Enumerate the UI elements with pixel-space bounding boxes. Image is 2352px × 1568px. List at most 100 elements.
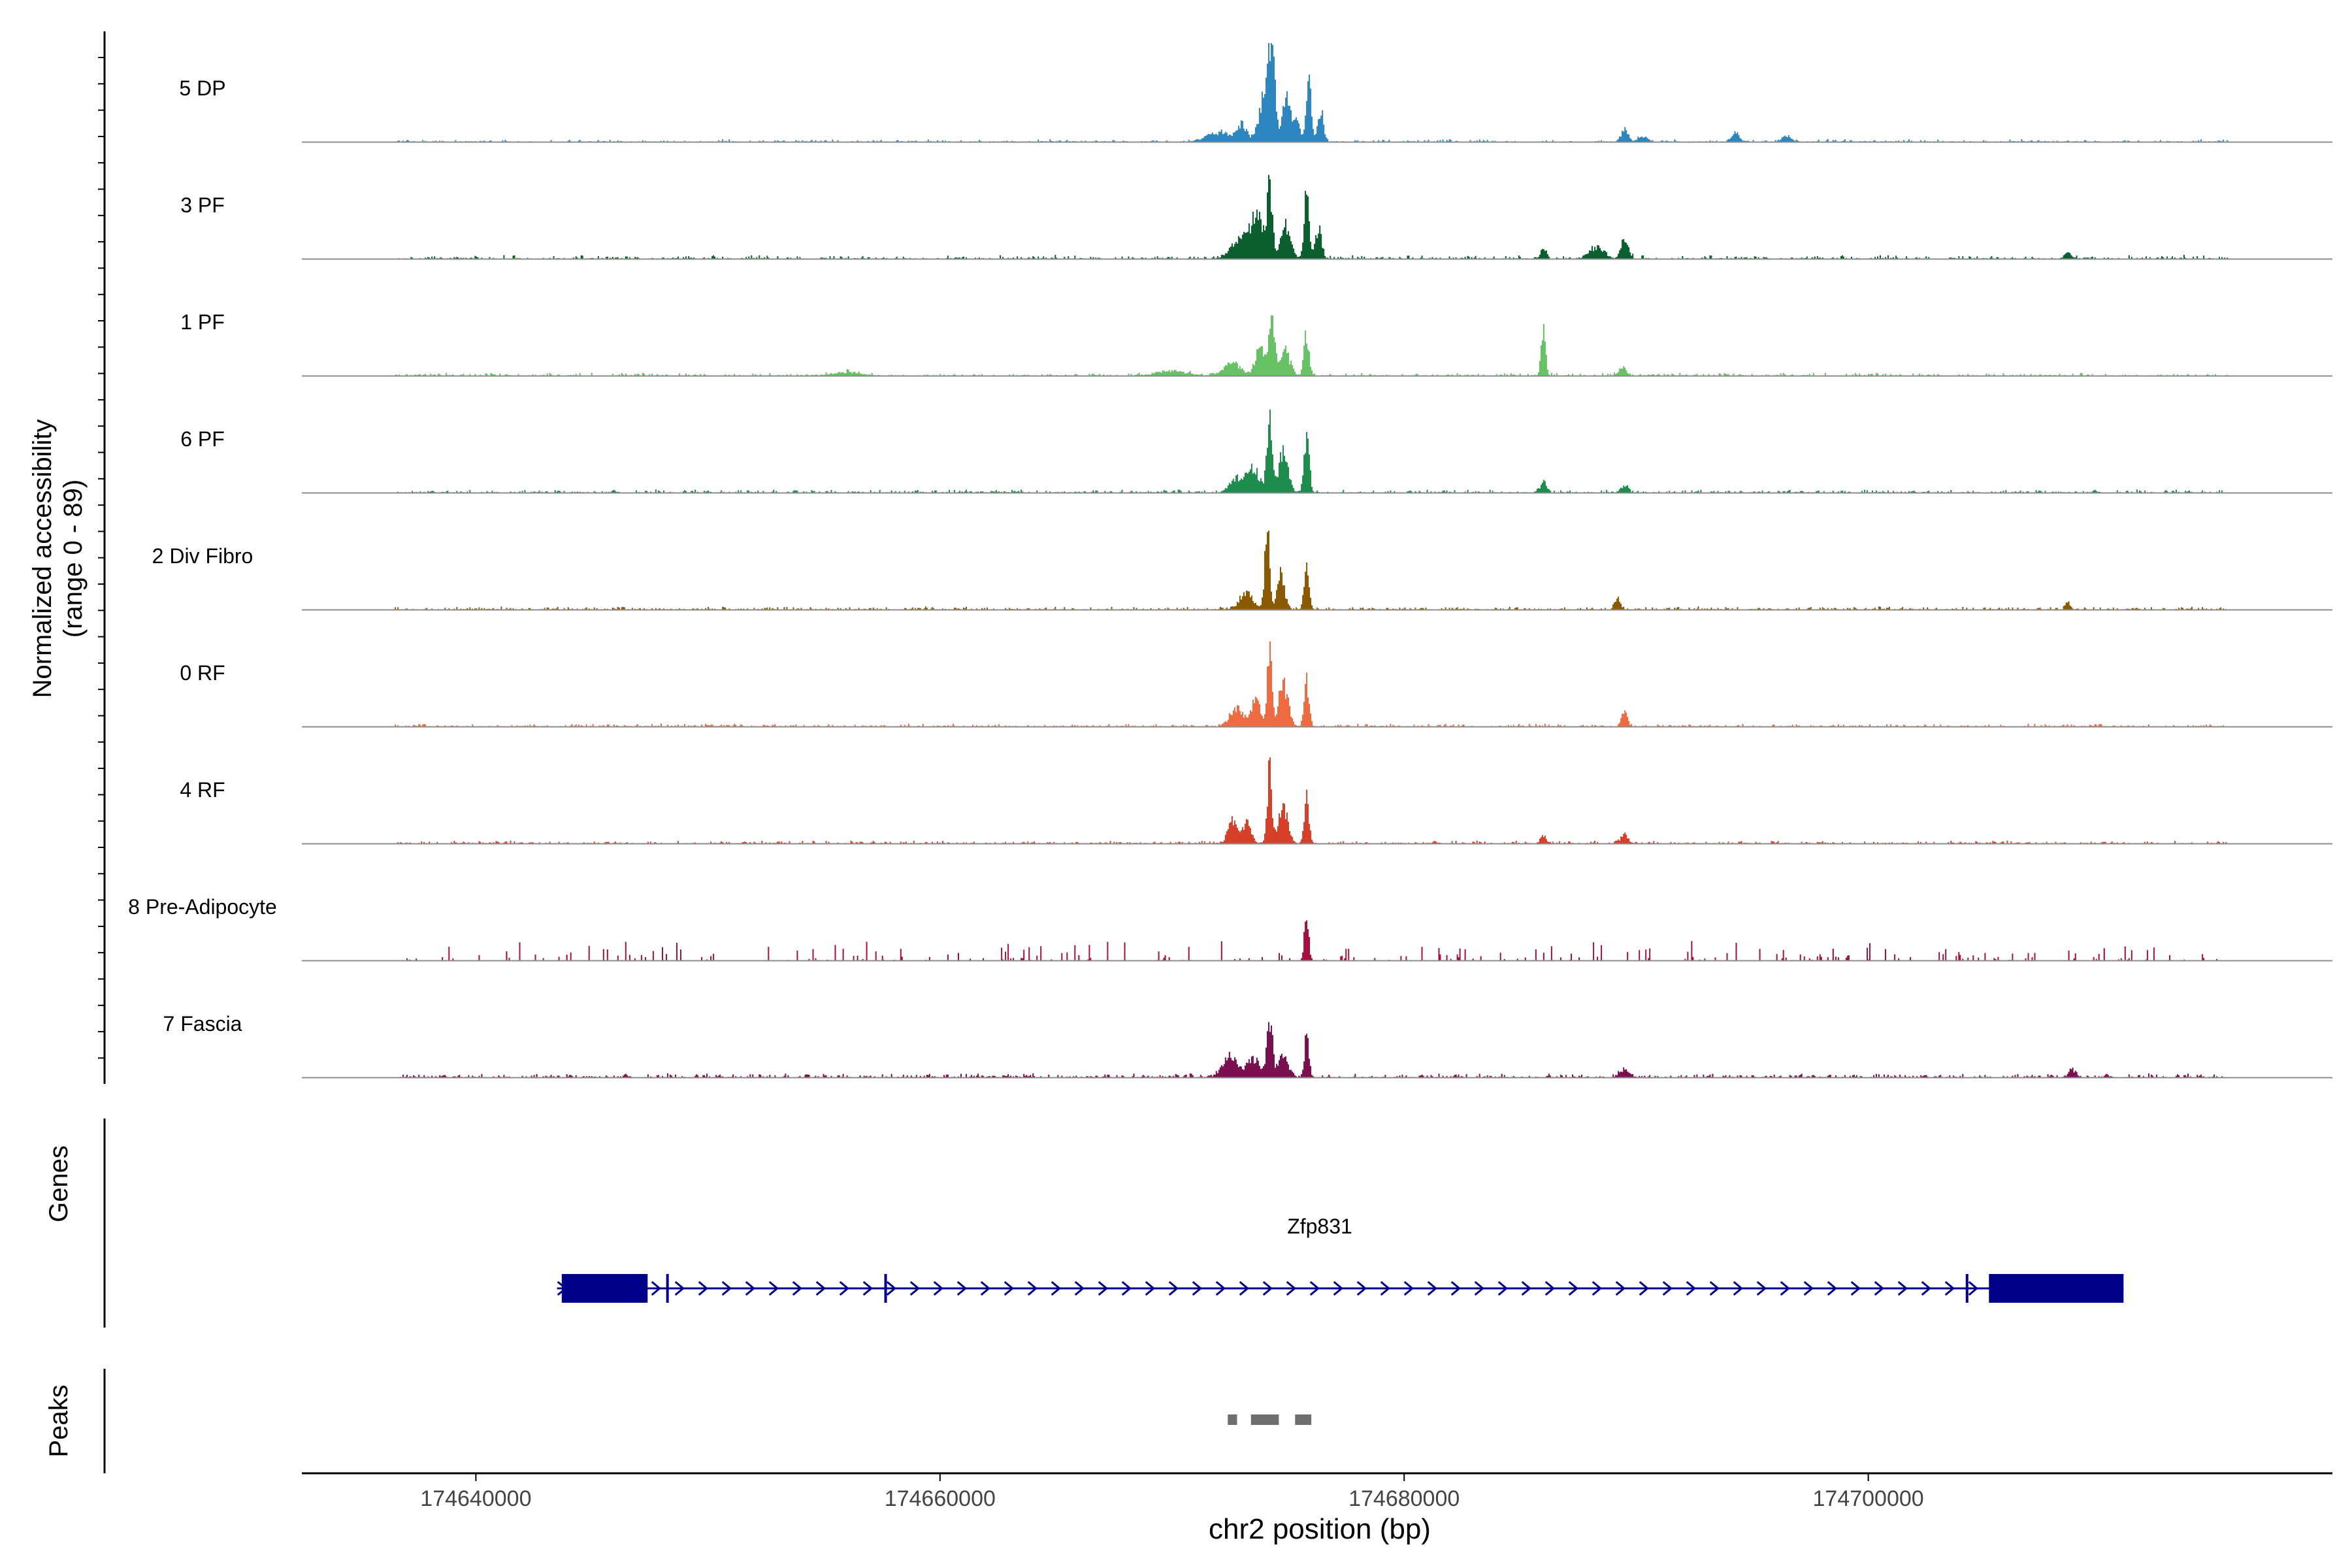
track-label: 4 RF	[180, 778, 225, 802]
strand-arrow	[1286, 1281, 1297, 1296]
coverage-area	[395, 43, 2229, 142]
track-label: 1 PF	[180, 310, 225, 334]
strand-arrow	[1592, 1281, 1603, 1296]
peak-region	[1295, 1414, 1312, 1425]
strand-arrow	[1803, 1281, 1814, 1296]
strand-arrow	[674, 1281, 685, 1296]
strand-arrow	[1827, 1281, 1838, 1296]
coverage-area	[395, 1022, 2229, 1077]
strand-arrow	[1027, 1281, 1038, 1296]
coverage-area	[395, 641, 2229, 727]
strand-arrow	[1145, 1281, 1156, 1296]
strand-arrow	[1733, 1281, 1744, 1296]
track-2: 1 PF	[180, 310, 2332, 377]
track-7: 8 Pre-Adipocyte	[128, 895, 2332, 962]
strand-arrow	[1356, 1281, 1367, 1296]
strand-arrow	[1662, 1281, 1673, 1296]
track-label: 3 PF	[180, 193, 225, 217]
strand-arrow	[1051, 1281, 1062, 1296]
peak-track: Peaks	[44, 1369, 1312, 1473]
x-tick-label: 174680000	[1348, 1486, 1460, 1511]
strand-arrow	[1521, 1281, 1532, 1296]
peak-region	[1228, 1414, 1237, 1425]
peak-track-label: Peaks	[44, 1384, 73, 1457]
strand-arrow	[1850, 1281, 1861, 1296]
x-axis-label: chr2 position (bp)	[1209, 1513, 1431, 1545]
track-8: 7 Fascia	[163, 1012, 2332, 1079]
strand-arrow	[651, 1281, 662, 1296]
track-1: 3 PF	[180, 174, 2332, 260]
strand-arrow	[1121, 1281, 1132, 1296]
strand-arrow	[1544, 1281, 1556, 1296]
gene-exon	[561, 1274, 648, 1303]
y-axis-label-main: Normalized accessibility	[28, 419, 57, 698]
strand-arrow	[862, 1281, 874, 1296]
strand-arrow	[1168, 1281, 1179, 1296]
coverage-area	[395, 174, 2229, 259]
peak-region	[1250, 1414, 1279, 1425]
strand-arrow	[745, 1281, 756, 1296]
y-axis-label-range: (range 0 - 89)	[59, 480, 88, 638]
x-tick-label: 174700000	[1813, 1486, 1924, 1511]
strand-arrow	[698, 1281, 709, 1296]
coverage-area	[395, 757, 2229, 843]
strand-arrow	[1074, 1281, 1085, 1296]
coverage-area	[395, 920, 2229, 960]
track-6: 4 RF	[180, 757, 2332, 845]
strand-arrow	[1944, 1281, 1955, 1296]
strand-arrow	[1474, 1281, 1485, 1296]
strand-arrow	[1309, 1281, 1320, 1296]
strand-arrow	[909, 1281, 921, 1296]
x-axis: chr2 position (bp) 174640000 174660000 174…	[302, 1472, 2332, 1545]
coverage-area	[395, 409, 2229, 493]
strand-arrow	[1639, 1281, 1650, 1296]
strand-arrow	[1004, 1281, 1015, 1296]
strand-arrow	[815, 1281, 826, 1296]
track-label: 8 Pre-Adipocyte	[128, 895, 277, 919]
strand-arrow	[1897, 1281, 1908, 1296]
strand-arrow	[1780, 1281, 1791, 1296]
y-axis: Normalized accessibility (range 0 - 89)	[28, 31, 106, 1084]
coverage-tracks: 5 DP 3 PF 1 PF 6 PF 2 Div Fibro 0 RF 4 RF 8 Pre…	[128, 43, 2332, 1079]
strand-arrow	[1450, 1281, 1462, 1296]
strand-arrow	[792, 1281, 803, 1296]
track-3: 6 PF	[180, 409, 2332, 494]
track-4: 2 Div Fibro	[152, 531, 2332, 611]
gene-exon	[1989, 1274, 2124, 1303]
strand-arrow	[1686, 1281, 1697, 1296]
track-0: 5 DP	[179, 43, 2332, 143]
gene-exon	[666, 1274, 669, 1303]
strand-arrow	[1215, 1281, 1226, 1296]
strand-arrow	[1709, 1281, 1720, 1296]
strand-arrow	[1380, 1281, 1391, 1296]
strand-arrow	[1192, 1281, 1203, 1296]
strand-arrow	[1756, 1281, 1767, 1296]
track-label: 6 PF	[180, 427, 225, 451]
x-tick-label: 174640000	[420, 1486, 531, 1511]
track-label: 0 RF	[180, 661, 225, 685]
coverage-area	[395, 315, 2229, 376]
strand-arrow	[1615, 1281, 1626, 1296]
strand-arrow	[768, 1281, 779, 1296]
gene-name-label: Zfp831	[1287, 1215, 1352, 1238]
strand-arrow	[721, 1281, 732, 1296]
strand-arrow	[933, 1281, 944, 1296]
strand-arrow	[1262, 1281, 1273, 1296]
strand-arrow	[1333, 1281, 1344, 1296]
coverage-area	[395, 531, 2229, 610]
strand-arrow	[956, 1281, 968, 1296]
strand-arrow	[1874, 1281, 1885, 1296]
strand-arrow	[980, 1281, 991, 1296]
x-tick-label: 174660000	[885, 1486, 996, 1511]
strand-arrow	[1568, 1281, 1579, 1296]
gene-track-label: Genes	[44, 1145, 73, 1222]
strand-arrow	[1497, 1281, 1509, 1296]
strand-arrow	[1098, 1281, 1109, 1296]
strand-arrow	[1427, 1281, 1438, 1296]
strand-arrow	[886, 1281, 897, 1296]
gene-exon	[884, 1274, 887, 1303]
track-5: 0 RF	[180, 641, 2332, 728]
strand-arrow	[1921, 1281, 1932, 1296]
strand-arrow	[1968, 1281, 1979, 1296]
